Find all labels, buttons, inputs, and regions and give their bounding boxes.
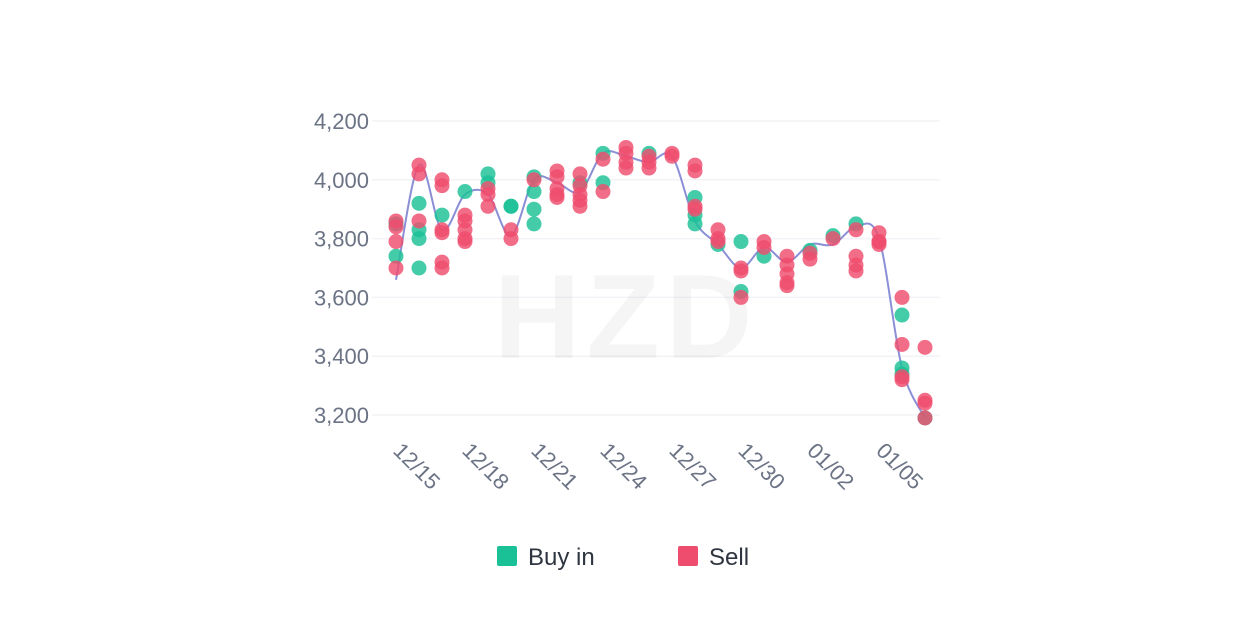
- buy-in-point: [503, 198, 519, 214]
- sell-point: [664, 148, 680, 164]
- sell-point: [756, 239, 772, 255]
- sell-point: [687, 201, 703, 217]
- y-axis: 4,200 4,000 3,800 3,600 3,400 3,200: [314, 109, 369, 428]
- x-tick-label: 12/30: [733, 438, 790, 495]
- sell-point: [825, 231, 841, 247]
- buy-in-point: [411, 231, 427, 247]
- sell-point: [848, 222, 864, 238]
- sell-point: [802, 251, 818, 267]
- sell-point: [917, 395, 933, 411]
- sell-point: [733, 289, 749, 305]
- y-tick-label: 3,800: [314, 227, 369, 252]
- buy-in-point: [526, 216, 542, 232]
- y-tick-label: 3,600: [314, 285, 369, 310]
- y-tick-label: 4,000: [314, 168, 369, 193]
- sell-point: [917, 339, 933, 355]
- x-tick-label: 12/24: [595, 438, 652, 495]
- data-points: [388, 139, 933, 426]
- x-tick-label: 01/02: [802, 438, 859, 495]
- sell-point: [526, 172, 542, 188]
- sell-point: [572, 166, 588, 182]
- sell-point: [641, 160, 657, 176]
- buy-in-point: [411, 195, 427, 211]
- legend-item-buy-in[interactable]: Buy in: [497, 544, 595, 571]
- sell-point: [618, 160, 634, 176]
- buy-in-point: [894, 307, 910, 323]
- buy-in-point: [526, 201, 542, 217]
- legend-label: Sell: [709, 544, 749, 571]
- x-tick-label: 12/27: [664, 438, 721, 495]
- sell-point: [595, 151, 611, 167]
- sell-point: [434, 225, 450, 241]
- sell-point: [687, 163, 703, 179]
- sell-point: [733, 263, 749, 279]
- sell-point: [480, 187, 496, 202]
- sell-point: [848, 263, 864, 279]
- legend-swatch: [497, 546, 517, 566]
- sell-point: [710, 234, 726, 250]
- buy-in-point: [457, 184, 473, 200]
- sell-point: [917, 410, 933, 426]
- watermark-text: HZD: [494, 250, 759, 384]
- legend-label: Buy in: [528, 544, 595, 571]
- y-tick-label: 3,400: [314, 344, 369, 369]
- legend[interactable]: Buy in Sell: [497, 544, 749, 571]
- sell-point: [411, 213, 427, 229]
- sell-point: [871, 236, 887, 252]
- legend-swatch: [678, 546, 698, 566]
- sell-point: [480, 198, 496, 214]
- sell-point: [779, 278, 795, 294]
- legend-item-sell[interactable]: Sell: [678, 544, 749, 571]
- sell-point: [434, 260, 450, 276]
- buy-in-point: [733, 234, 749, 250]
- buy-in-point: [388, 248, 404, 264]
- sell-point: [572, 198, 588, 214]
- sell-point: [411, 166, 427, 182]
- buy-in-point: [434, 207, 450, 223]
- x-tick-label: 12/21: [526, 438, 583, 495]
- trend-line-layer: [395, 150, 926, 419]
- x-tick-label: 12/18: [457, 438, 514, 495]
- sell-point: [434, 178, 450, 194]
- sell-point: [388, 234, 404, 250]
- sell-point: [894, 289, 910, 305]
- sell-point: [388, 219, 404, 235]
- sell-point: [549, 169, 565, 185]
- buy-in-point: [687, 216, 703, 232]
- sell-point: [894, 372, 910, 388]
- sell-point: [388, 260, 404, 276]
- x-tick-label: 01/05: [871, 438, 928, 495]
- sell-point: [595, 184, 611, 200]
- y-tick-label: 4,200: [314, 109, 369, 134]
- buy-in-point: [411, 260, 427, 276]
- sell-point: [894, 336, 910, 352]
- y-tick-label: 3,200: [314, 403, 369, 428]
- sell-point: [549, 189, 565, 205]
- trend-line: [395, 150, 926, 419]
- x-tick-label: 12/15: [388, 438, 445, 495]
- sell-point: [457, 234, 473, 250]
- sell-point: [503, 231, 519, 247]
- x-axis: 12/15 12/18 12/21 12/24 12/27 12/30 01/02 01/05: [388, 438, 928, 495]
- buy-in-point: [526, 184, 542, 200]
